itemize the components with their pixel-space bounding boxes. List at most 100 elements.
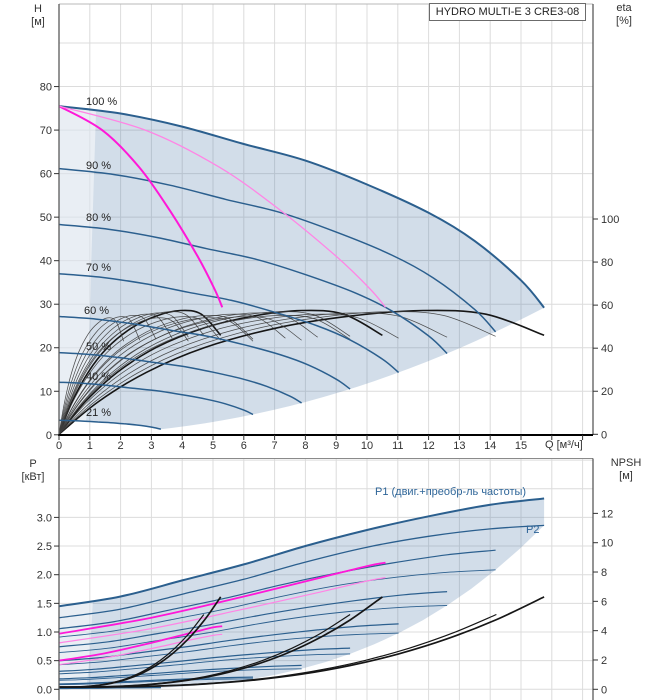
eta-curve — [59, 317, 189, 435]
eta-tick-label: 100 — [601, 214, 619, 226]
eta-tick-label: 0 — [601, 429, 607, 441]
speed-curve-undefined — [59, 315, 351, 390]
eta-curve — [59, 309, 545, 435]
speed-label-80: 80 % — [86, 212, 112, 224]
x-tick-label: 8 — [302, 440, 308, 452]
x-tick-label: 11 — [392, 440, 403, 452]
eta-curve — [59, 313, 173, 435]
control-power-curve-3 — [59, 561, 386, 635]
speed-curve-undefined — [59, 351, 302, 404]
eta-curve — [59, 309, 222, 435]
eta-curve — [59, 314, 254, 435]
eta-curve — [59, 311, 496, 435]
p1-curve — [59, 647, 351, 672]
p2-curve — [59, 524, 545, 619]
speed-curve-undefined — [59, 381, 254, 416]
eta-curve — [59, 317, 254, 435]
h-tick-label: 0 — [46, 430, 52, 442]
speed-label-70: 70 % — [86, 262, 112, 274]
envelope-light-band — [59, 106, 96, 433]
speed-curve-undefined — [59, 273, 400, 374]
p-tick-label: 1.5 — [37, 598, 52, 610]
eta-curve — [59, 313, 399, 435]
control-power-curve-1 — [59, 625, 223, 662]
npsh-axis-unit-label: NPSH [м] — [602, 457, 650, 483]
npsh-axis-unit-line2: [м] — [619, 470, 633, 482]
q-axis-label: Q [м³/ч] — [545, 439, 583, 451]
speed-label-90: 90 % — [86, 160, 112, 172]
speed-curve-undefined — [59, 223, 448, 355]
speed-label-100: 100 % — [86, 96, 118, 108]
speed-label-50: 50 % — [86, 341, 112, 353]
eta-curve-family — [59, 309, 545, 435]
p-tick-label: 1.0 — [37, 627, 52, 639]
npsh-curves — [59, 596, 545, 688]
h-axis-unit-line2: [м] — [31, 16, 45, 28]
npsh-tick-label: 12 — [601, 508, 613, 520]
x-tick-label: 5 — [210, 440, 216, 452]
eta-curve — [59, 316, 141, 435]
p-tick-label: 0.0 — [37, 684, 52, 696]
power-envelope — [59, 498, 545, 689]
h-tick-label: 10 — [40, 386, 52, 398]
x-tick-label: 0 — [56, 440, 62, 452]
x-tick-label: 3 — [148, 440, 154, 452]
eta-tick-label: 80 — [601, 257, 613, 269]
x-tick-label: 10 — [361, 440, 373, 452]
eta-curve — [59, 313, 286, 435]
p1-curve — [59, 549, 496, 630]
gridlines — [59, 4, 593, 700]
p1-curve — [59, 497, 545, 608]
speed-curve-undefined — [59, 105, 545, 309]
x-tick-label: 12 — [422, 440, 434, 452]
p2-curve — [59, 653, 351, 675]
npsh-curve-3p — [59, 613, 497, 688]
h-tick-label: 20 — [40, 343, 52, 355]
tick-marks — [54, 86, 598, 690]
p2-curve — [59, 569, 496, 638]
p-axis-unit-line2: [кВт] — [21, 471, 45, 483]
x-tick-label: 9 — [333, 440, 339, 452]
speed-curves — [59, 105, 545, 430]
p-axis-unit-line1: P — [29, 458, 37, 470]
speed-label-40: 40 % — [86, 371, 112, 383]
p2-curve — [59, 604, 448, 654]
axes-frame — [54, 3, 598, 700]
h-axis-unit-label: H [м] — [24, 3, 52, 29]
eta-tick-label: 60 — [601, 300, 613, 312]
eta-curve — [59, 316, 302, 435]
p-tick-label: 0.5 — [37, 656, 52, 668]
npsh-tick-label: 10 — [601, 538, 613, 550]
x-tick-label: 7 — [272, 440, 278, 452]
x-tick-label: 1 — [87, 440, 93, 452]
h-tick-label: 80 — [40, 82, 52, 94]
eta-curve — [59, 314, 351, 435]
p1-curve — [59, 664, 302, 680]
tick-labels: 0 1 2 3 4 5 6 7 8 9 10 11 12 13 14 15807060504030201001… — [37, 82, 620, 697]
eta-curve — [59, 311, 351, 435]
speed-curve-undefined — [59, 419, 162, 430]
npsh-axis-unit-line1: NPSH — [610, 457, 642, 469]
npsh-tick-label: 4 — [601, 626, 607, 638]
eta-axis-unit-label: eta [%] — [606, 2, 642, 28]
hq-chart — [59, 105, 545, 435]
eta-curve — [59, 312, 448, 435]
h-tick-label: 60 — [40, 169, 52, 181]
p2-curve-label: P2 — [526, 524, 540, 536]
npsh-tick-label: 2 — [601, 655, 607, 667]
p-tick-label: 2.5 — [37, 541, 52, 553]
npsh-tick-label: 8 — [601, 567, 607, 579]
x-tick-label: 2 — [118, 440, 124, 452]
h-axis-unit-line1: H — [34, 3, 42, 15]
x-tick-label: 15 — [515, 440, 527, 452]
pq-chart — [59, 497, 545, 690]
eta-tick-label: 20 — [601, 386, 613, 398]
npsh-tick-label: 0 — [601, 684, 607, 696]
p1-curve — [59, 676, 254, 685]
control-curve-1 — [59, 105, 224, 308]
chart-title-box: HYDRO MULTI-E 3 CRE3-08 — [429, 3, 586, 21]
eta-curve — [59, 316, 221, 435]
control-power-curve-2 — [59, 633, 223, 666]
